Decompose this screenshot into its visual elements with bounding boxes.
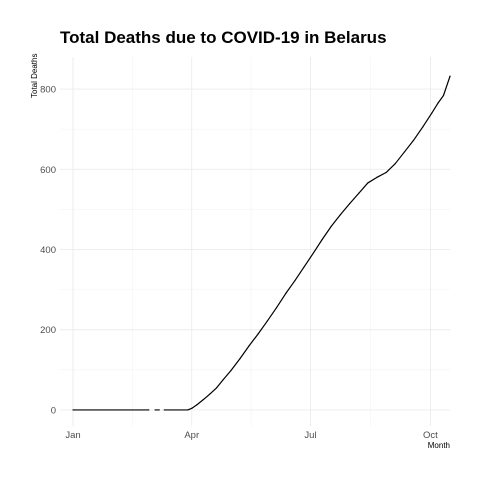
x-tick-label: Apr (184, 430, 199, 441)
y-tick-label: 800 (40, 85, 56, 96)
data-point (275, 307, 278, 309)
data-point (191, 407, 193, 409)
data-point (163, 409, 165, 411)
y-tick-label: 600 (40, 165, 56, 176)
data-point (294, 280, 296, 282)
data-point (285, 293, 287, 295)
data-point (412, 139, 415, 142)
plot-grid (60, 57, 450, 426)
y-tick-label: 200 (40, 325, 56, 336)
data-point (437, 102, 439, 104)
data-point (230, 370, 232, 372)
data-point (348, 203, 351, 205)
data-point (403, 151, 405, 153)
x-tick-label: Oct (423, 430, 438, 441)
data-point (257, 333, 259, 335)
data-point (376, 176, 378, 178)
data-point (422, 126, 424, 128)
data-point (266, 320, 268, 322)
data-point (358, 192, 360, 194)
y-tick-label: 400 (40, 245, 56, 256)
x-axis-ticks: Jan Apr Jul Oct (65, 430, 438, 441)
data-point (330, 225, 332, 227)
data-point (196, 404, 198, 406)
data-point (367, 182, 369, 184)
data-point (72, 409, 74, 411)
data-point (148, 409, 150, 411)
data-point (431, 112, 433, 114)
chart-title: Total Deaths due to COVID-19 in Belarus (60, 28, 387, 47)
data-point (202, 398, 205, 401)
series-line-segment (163, 75, 451, 411)
y-axis-ticks: 0 200 400 600 800 (40, 85, 56, 417)
data-point (321, 238, 323, 241)
x-tick-label: Jan (65, 430, 80, 441)
data-point (312, 252, 314, 255)
y-tick-label: 0 (51, 405, 56, 416)
y-axis-title: Total Deaths (30, 54, 39, 98)
x-tick-label: Jul (304, 430, 316, 441)
data-point (248, 345, 250, 347)
series-layer (72, 75, 451, 411)
data-point (215, 387, 218, 389)
x-axis-title: Month (428, 441, 450, 450)
data-point (239, 358, 241, 360)
data-point (222, 379, 224, 381)
data-point (339, 214, 342, 216)
data-point (154, 409, 156, 411)
data-point (385, 171, 387, 174)
data-point (449, 75, 451, 77)
data-point (442, 94, 445, 97)
data-point (158, 409, 160, 411)
data-point (394, 163, 396, 165)
data-point (209, 393, 211, 395)
data-point (187, 409, 189, 411)
data-point (303, 266, 305, 268)
